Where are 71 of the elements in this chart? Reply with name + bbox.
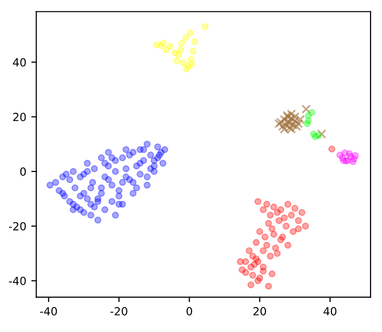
point [291,204,298,212]
point [308,108,316,116]
point [249,272,256,279]
point [276,217,283,224]
point [247,281,254,288]
point [284,242,292,249]
point [256,228,264,236]
point [266,252,274,260]
point [191,38,198,46]
point [290,228,297,236]
point [254,198,262,206]
x-tick-label: 40 [324,307,336,316]
point [171,49,178,56]
point [270,203,278,210]
point [284,200,292,208]
x-tick-label: -40 [40,307,57,316]
point [340,157,347,164]
point [328,146,336,153]
point [263,242,270,249]
point [246,247,253,254]
point [252,238,260,246]
point [282,222,290,230]
point [180,59,187,66]
point [162,46,170,54]
point [270,230,278,238]
y-tick-label: -20 [8,222,26,230]
point [260,268,267,275]
y-tick-label: 20 [13,112,26,122]
point [280,214,288,222]
point [265,282,272,290]
point [202,23,209,30]
point [268,225,276,232]
point [263,200,270,208]
point [178,40,186,47]
point [298,208,306,216]
y-tick-label: -40 [8,276,26,286]
point [183,65,190,72]
point [302,222,309,230]
point [294,217,302,224]
x-tick-label: 20 [253,307,266,316]
point [182,34,190,42]
point [266,212,274,219]
point [277,206,284,214]
point [252,255,260,262]
point [174,57,181,64]
point [294,225,302,232]
y-tick-label: 0 [20,167,26,176]
point [190,48,197,55]
x-tick-label: -20 [110,307,128,316]
point [265,220,272,227]
point [304,120,311,128]
x-tick-label: 0 [186,307,192,316]
point [260,247,267,254]
point [279,234,286,241]
point [260,206,267,214]
point [186,29,194,36]
point [261,234,268,241]
y-tick-label: 40 [12,58,26,67]
point [158,42,165,50]
point [254,277,262,284]
point [274,250,281,257]
point [272,244,280,252]
point [350,155,358,162]
point [346,150,353,158]
point [250,260,258,268]
point [288,212,295,219]
point [238,266,246,274]
point [268,270,276,278]
point [188,56,195,63]
point [236,258,244,266]
point [177,46,184,54]
